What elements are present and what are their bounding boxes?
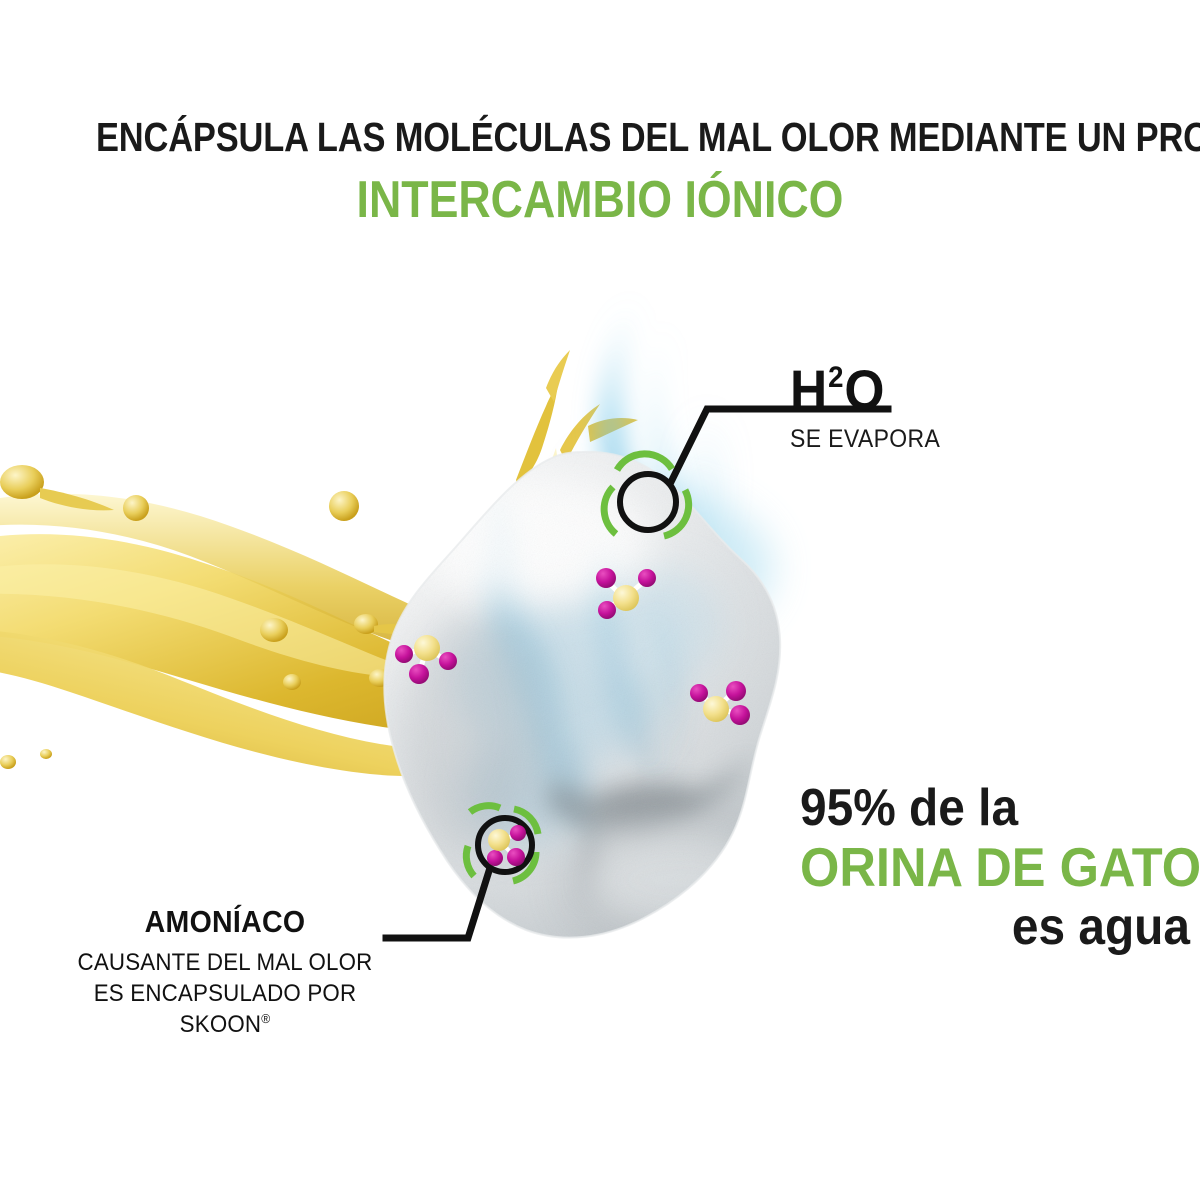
headline: ENCÁPSULA LAS MOLÉCULAS DEL MAL OLOR MED…	[0, 114, 1200, 230]
registered-trademark-symbol: ®	[261, 1010, 271, 1026]
stat-line-3: es agua	[1011, 898, 1190, 956]
ammonia-callout-label: AMONÍACO CAUSANTE DEL MAL OLOR ES ENCAPS…	[55, 904, 395, 1040]
water-formula-o: O	[844, 358, 886, 421]
ammonia-callout-title: AMONÍACO	[144, 904, 306, 939]
headline-line-2: INTERCAMBIO IÓNICO	[356, 171, 844, 230]
stat-line-2: ORINA DE GATO	[800, 836, 1200, 898]
litter-granule-stone	[350, 430, 820, 970]
water-percentage-stat: 95% de la ORINA DE GATO es agua	[800, 779, 1200, 956]
stat-line-1: 95% de la	[800, 779, 1019, 837]
water-formula: H2O	[790, 362, 885, 418]
water-formula-h: H	[790, 358, 829, 421]
headline-line-1: ENCÁPSULA LAS MOLÉCULAS DEL MAL OLOR MED…	[96, 114, 1200, 160]
water-formula-sup: 2	[828, 361, 845, 394]
ammonia-callout-line-2: ES ENCAPSULADO POR SKOON®	[67, 979, 383, 1040]
ammonia-callout-line-1: CAUSANTE DEL MAL OLOR	[77, 949, 373, 977]
ammonia-callout-line-2-text: ES ENCAPSULADO POR SKOON	[93, 979, 357, 1038]
